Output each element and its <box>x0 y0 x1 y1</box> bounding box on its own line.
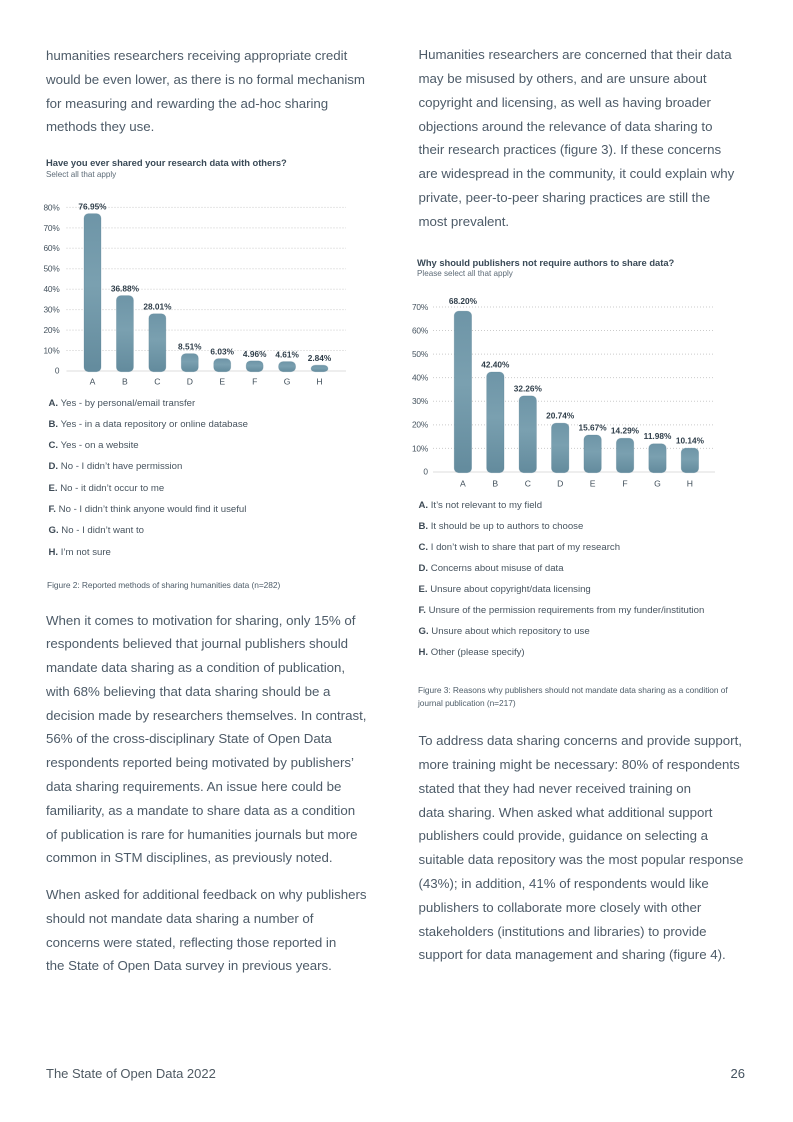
svg-text:50%: 50% <box>412 349 429 359</box>
svg-text:20.74%: 20.74% <box>546 411 575 421</box>
svg-text:C: C <box>525 479 531 489</box>
svg-text:H: H <box>316 377 322 387</box>
svg-text:70%: 70% <box>412 302 429 312</box>
svg-text:28.01%: 28.01% <box>143 302 172 312</box>
svg-text:42.40%: 42.40% <box>481 359 510 369</box>
svg-text:70%: 70% <box>43 223 60 233</box>
svg-text:D: D <box>187 377 193 387</box>
svg-text:10%: 10% <box>412 443 429 453</box>
svg-text:4.96%: 4.96% <box>243 349 267 359</box>
svg-text:30%: 30% <box>412 396 429 406</box>
svg-text:60%: 60% <box>412 325 429 335</box>
svg-text:H: H <box>687 479 693 489</box>
svg-text:C: C <box>154 377 160 387</box>
svg-text:76.95%: 76.95% <box>78 202 107 212</box>
svg-text:4.61%: 4.61% <box>275 349 299 359</box>
svg-text:0: 0 <box>423 466 428 476</box>
svg-text:B: B <box>122 377 128 387</box>
svg-text:30%: 30% <box>43 305 60 315</box>
svg-text:0: 0 <box>55 365 60 375</box>
svg-text:40%: 40% <box>43 284 60 294</box>
svg-text:10%: 10% <box>43 345 60 355</box>
svg-text:60%: 60% <box>43 243 60 253</box>
svg-text:10.14%: 10.14% <box>676 435 705 445</box>
svg-text:E: E <box>219 377 225 387</box>
svg-text:20%: 20% <box>412 420 429 430</box>
svg-text:14.29%: 14.29% <box>611 426 640 436</box>
svg-text:A: A <box>90 377 96 387</box>
svg-text:B: B <box>492 479 498 489</box>
svg-text:80%: 80% <box>43 202 60 212</box>
svg-text:D: D <box>557 479 563 489</box>
svg-text:15.67%: 15.67% <box>579 422 608 432</box>
svg-text:G: G <box>284 377 291 387</box>
svg-text:F: F <box>252 377 257 387</box>
svg-text:E: E <box>590 479 596 489</box>
svg-text:32.26%: 32.26% <box>514 383 543 393</box>
svg-text:40%: 40% <box>412 373 429 383</box>
svg-text:F: F <box>622 479 627 489</box>
svg-text:G: G <box>654 479 661 489</box>
svg-text:36.88%: 36.88% <box>111 283 140 293</box>
svg-text:6.03%: 6.03% <box>210 347 234 357</box>
svg-text:8.51%: 8.51% <box>178 342 202 352</box>
svg-text:A: A <box>460 479 466 489</box>
svg-text:20%: 20% <box>43 325 60 335</box>
svg-text:68.20%: 68.20% <box>449 296 478 306</box>
svg-text:2.84%: 2.84% <box>308 353 332 363</box>
svg-text:11.98%: 11.98% <box>644 431 672 441</box>
svg-text:50%: 50% <box>43 264 60 274</box>
